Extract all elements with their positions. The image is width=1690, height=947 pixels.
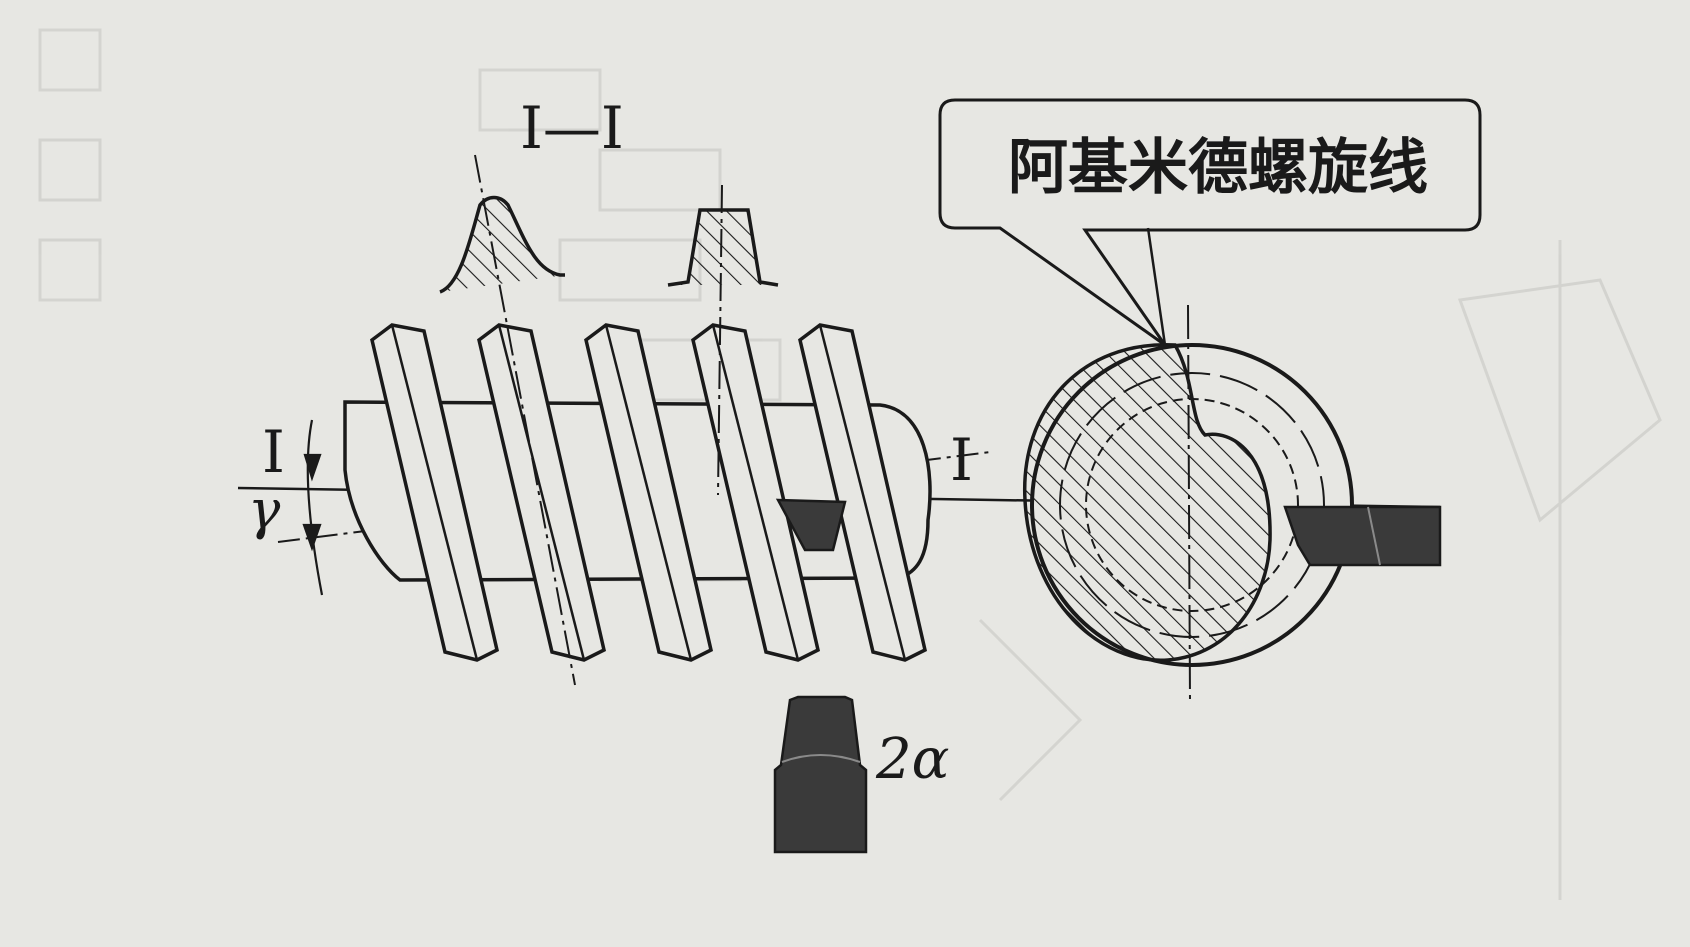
section-mark-right-label: I (950, 426, 973, 494)
worm-thread-flank-line (390, 324, 479, 661)
worm-threads (370, 323, 928, 662)
axial-thread-section-profile (667, 208, 779, 287)
skewed-thread-section-profile (439, 195, 565, 294)
worm-thread-flank-line (818, 324, 907, 661)
tool-edge-highlight (781, 754, 861, 763)
gamma-angle-dimension (302, 419, 324, 596)
straight-sided-tool (773, 695, 868, 854)
worm-end-view (1023, 304, 1442, 703)
root-circle (1085, 398, 1299, 612)
tool-angle-label: 2α (875, 727, 949, 792)
worm-thread-flank-line (497, 324, 586, 661)
section-mark-left-label: I (262, 418, 285, 486)
callout-text: 阿基米德螺旋线 (1008, 133, 1428, 203)
callout-leader-line (1146, 227, 1167, 346)
helix-angle-label: γ (248, 478, 281, 541)
end-view-vertical-centerline (1187, 304, 1191, 703)
callout-box (938, 98, 1482, 347)
archimedes-spiral-section (1023, 343, 1272, 662)
tool-bar-edge (1367, 506, 1381, 566)
tool-bar-end-view (1283, 505, 1442, 567)
tool-tip-on-worm (775, 498, 847, 552)
section-title-label: I—I (520, 94, 624, 162)
worm-thread-flank-line (711, 324, 800, 661)
worm-thread-flank-line (604, 324, 693, 661)
